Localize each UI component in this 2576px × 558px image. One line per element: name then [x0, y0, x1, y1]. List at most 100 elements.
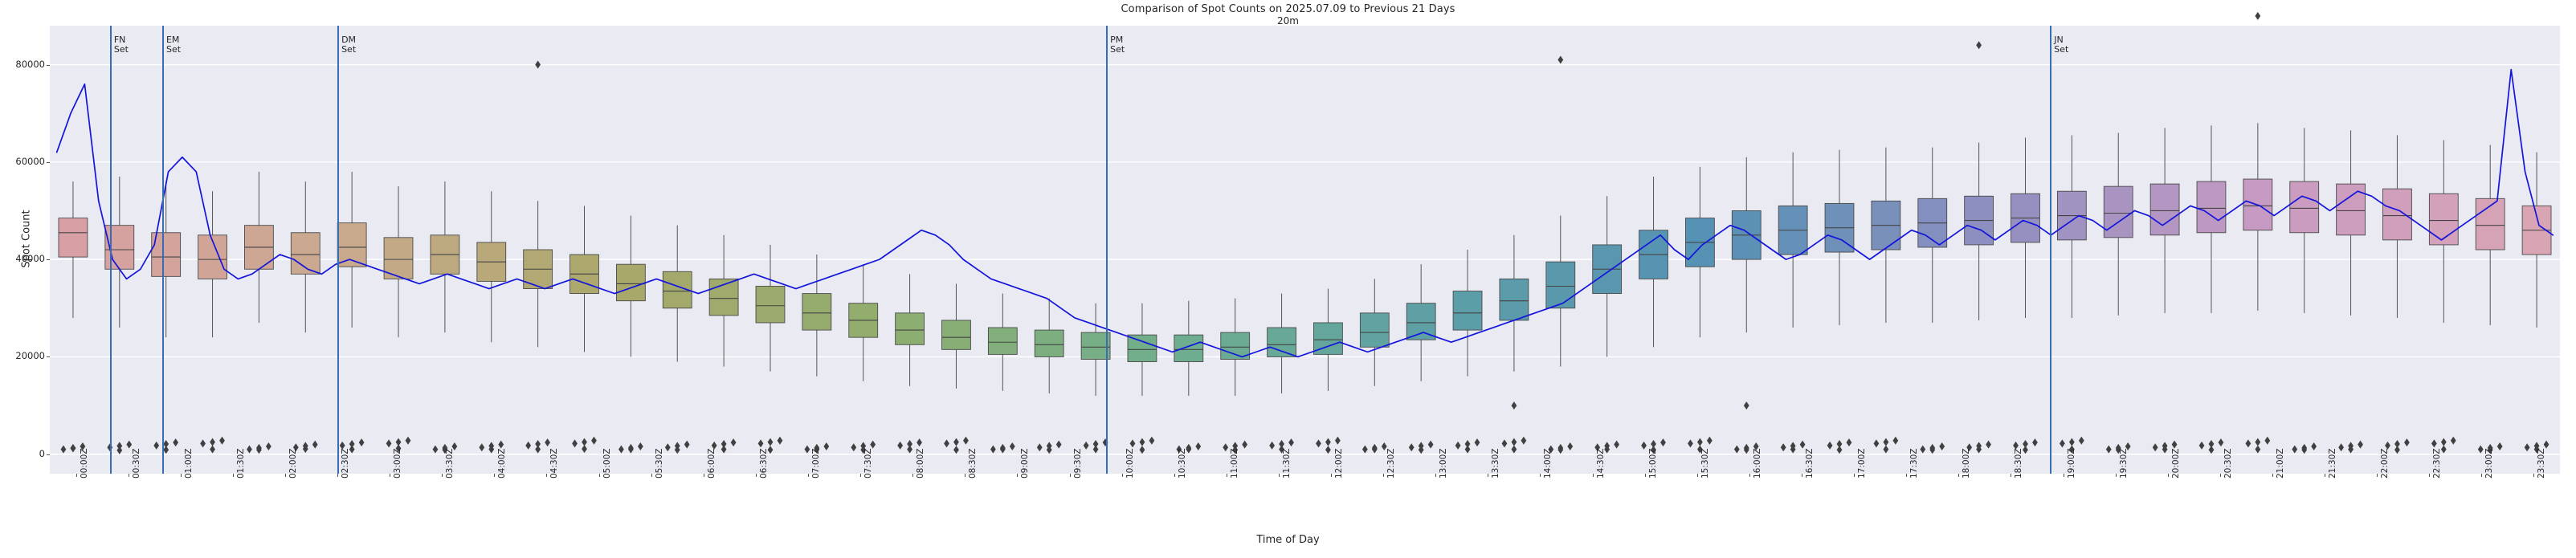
- outlier-marker: [1092, 440, 1099, 449]
- x-tick-label: 03:00Z: [393, 448, 403, 479]
- outlier-marker: [1688, 439, 1693, 448]
- boxplot-box: [337, 171, 367, 328]
- y-tick-mark: [47, 259, 50, 261]
- x-tick-label: 09:00Z: [1020, 448, 1031, 479]
- boxplot-box: [1545, 215, 1576, 367]
- chart-subtitle: 20m: [1277, 15, 1299, 26]
- boxplot-box: [1824, 149, 1855, 326]
- outlier-marker: [953, 438, 959, 446]
- x-tick-mark: [651, 474, 652, 477]
- x-tick-mark: [1854, 474, 1855, 477]
- outlier-marker: [1986, 440, 1991, 449]
- boxplot-box: [2149, 128, 2180, 313]
- outlier-marker: [767, 446, 774, 454]
- x-tick-label: 05:00Z: [602, 448, 612, 479]
- x-tick-label: 04:30Z: [549, 448, 560, 479]
- boxplot-box: [151, 181, 182, 338]
- x-tick-label: 23:00Z: [2484, 448, 2495, 479]
- today-spot-count-line: [55, 68, 2554, 358]
- x-tick-mark: [598, 474, 600, 477]
- x-tick-label: 23:30Z: [2537, 448, 2547, 479]
- outlier-marker: [1780, 443, 1786, 452]
- x-tick-label: 08:30Z: [968, 448, 978, 479]
- outlier-marker: [1641, 441, 1647, 450]
- outlier-marker: [80, 442, 86, 451]
- y-tick-label: 80000: [15, 58, 45, 70]
- outlier-marker: [2162, 442, 2168, 450]
- outlier-marker: [498, 440, 504, 449]
- outliers-layer: [60, 11, 2549, 454]
- outlier-marker: [897, 441, 904, 450]
- outlier-marker: [2245, 439, 2251, 448]
- outlier-marker: [163, 440, 169, 449]
- outlier-marker: [488, 442, 495, 450]
- outlier-marker: [2348, 442, 2354, 450]
- outlier-marker: [1092, 445, 1099, 454]
- x-tick-label: 19:00Z: [2066, 448, 2076, 479]
- outlier-marker: [990, 445, 996, 454]
- outlier-marker: [2311, 442, 2317, 451]
- outlier-marker: [395, 444, 402, 453]
- boxplot-box: [1964, 142, 1994, 320]
- x-tick-mark: [2429, 474, 2431, 477]
- x-tick-mark: [1069, 474, 1071, 477]
- outlier-marker: [312, 440, 318, 449]
- outlier-marker: [1009, 442, 1015, 451]
- boxplot-box: [2428, 140, 2459, 323]
- outlier-marker: [1892, 436, 1899, 445]
- outlier-marker: [432, 445, 439, 454]
- outlier-marker: [2301, 443, 2308, 452]
- outlier-marker: [1501, 439, 1508, 448]
- outlier-marker: [1464, 440, 1471, 449]
- x-tick-label: 00:30Z: [131, 448, 141, 479]
- boxplot-box: [2196, 125, 2227, 313]
- outlier-marker: [618, 445, 624, 454]
- outlier-marker: [302, 442, 308, 450]
- annotation-vline: [109, 26, 112, 474]
- outlier-marker: [907, 440, 913, 449]
- outlier-marker: [2533, 442, 2540, 450]
- y-tick-mark: [47, 356, 50, 358]
- outlier-marker: [1176, 445, 1182, 454]
- outlier-marker: [2450, 436, 2456, 445]
- annotation-vline: [2050, 26, 2052, 474]
- x-tick-label: 12:30Z: [1386, 448, 1397, 479]
- boxplot-box: [1592, 196, 1623, 357]
- outlier-marker: [2255, 438, 2261, 446]
- x-tick-mark: [2167, 474, 2169, 477]
- outlier-marker: [265, 442, 271, 451]
- outlier-marker: [200, 439, 206, 448]
- outlier-marker: [860, 442, 867, 450]
- y-tick-mark: [47, 454, 50, 455]
- boxplot-box: [476, 191, 507, 343]
- outlier-marker: [1139, 446, 1145, 454]
- outlier-marker: [535, 445, 541, 454]
- x-tick-label: 17:00Z: [1857, 448, 1868, 479]
- x-tick-label: 18:30Z: [2014, 448, 2024, 479]
- outlier-marker: [358, 438, 365, 447]
- outlier-marker: [721, 445, 727, 454]
- boxplot-box: [1174, 300, 1204, 396]
- outlier-marker: [1511, 438, 1517, 446]
- boxplot-box: [1685, 166, 1715, 338]
- outlier-marker: [1511, 401, 1517, 410]
- annotation-vline: [161, 26, 165, 474]
- x-tick-mark: [494, 474, 496, 477]
- outlier-marker: [126, 440, 133, 449]
- outlier-marker: [999, 443, 1006, 452]
- outlier-marker: [1455, 441, 1461, 450]
- y-tick-label: 20000: [15, 350, 45, 362]
- annotation-label: PM Set: [1110, 35, 1125, 55]
- outlier-marker: [944, 439, 949, 448]
- x-tick-label: 22:30Z: [2432, 448, 2443, 479]
- outlier-marker: [1696, 438, 1703, 446]
- x-tick-label: 09:30Z: [1072, 448, 1083, 479]
- x-tick-label: 21:00Z: [2275, 448, 2285, 479]
- plot-area: [50, 11, 2560, 474]
- x-tick-mark: [2219, 474, 2221, 477]
- x-tick-mark: [1592, 474, 1594, 477]
- outlier-marker: [2477, 445, 2484, 454]
- y-tick-mark: [47, 161, 50, 163]
- outlier-marker: [2068, 438, 2075, 446]
- boxplot-box: [848, 264, 879, 381]
